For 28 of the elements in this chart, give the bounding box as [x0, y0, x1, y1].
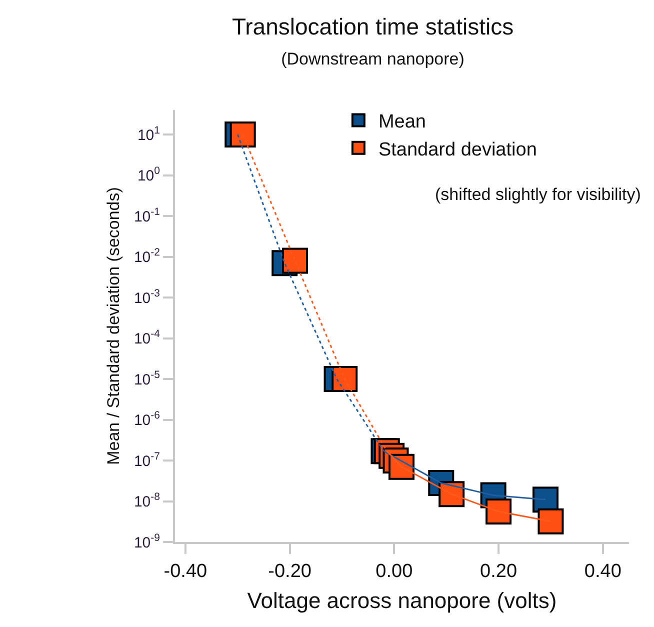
- y-tick-label: 10$^{-7}$: [134, 450, 160, 470]
- y-tick-label: 10$^{-5}$: [134, 368, 160, 388]
- y-tick-label: 10$^{-3}$: [134, 287, 160, 307]
- point: [538, 508, 564, 534]
- y-axis-title: Mean / Standard deviation (seconds): [104, 187, 124, 465]
- y-tick-label: 10$^{0}$: [137, 165, 160, 185]
- y-tick-label: 10$^{-9}$: [134, 532, 160, 552]
- point: [486, 498, 512, 525]
- chart-subtitle: (Downstream nanopore): [281, 49, 464, 68]
- annotation: (shifted slightly for visibility): [435, 185, 641, 204]
- point: [230, 122, 256, 148]
- y-tick-label: 10$^{-2}$: [134, 246, 160, 266]
- chart-title: Translocation time statistics: [232, 13, 514, 40]
- y-tick-label: 10$^{-6}$: [134, 410, 160, 430]
- x-tick-label: -0.20: [268, 560, 312, 582]
- legend-label: Standard deviation: [378, 139, 537, 160]
- x-axis-title: Voltage across nanopore (volts): [247, 588, 557, 614]
- y-tick-label: 10$^{1}$: [137, 124, 160, 144]
- x-tick-label: 0.20: [480, 560, 518, 582]
- y-tick-label: 10$^{-1}$: [134, 206, 160, 226]
- point: [282, 248, 308, 274]
- legend-label: Mean: [378, 112, 426, 133]
- point: [332, 366, 358, 392]
- x-tick-label: -0.40: [164, 560, 208, 582]
- x-tick-label: 0.00: [376, 560, 413, 582]
- y-tick-label: 10$^{-8}$: [134, 491, 160, 510]
- y-tick-label: 10$^{-4}$: [134, 328, 160, 348]
- x-tick-label: 0.40: [584, 560, 622, 582]
